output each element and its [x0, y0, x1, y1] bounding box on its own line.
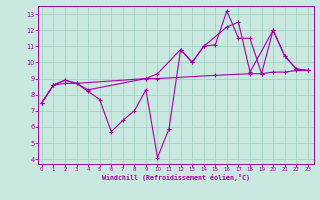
X-axis label: Windchill (Refroidissement éolien,°C): Windchill (Refroidissement éolien,°C)	[102, 174, 250, 181]
